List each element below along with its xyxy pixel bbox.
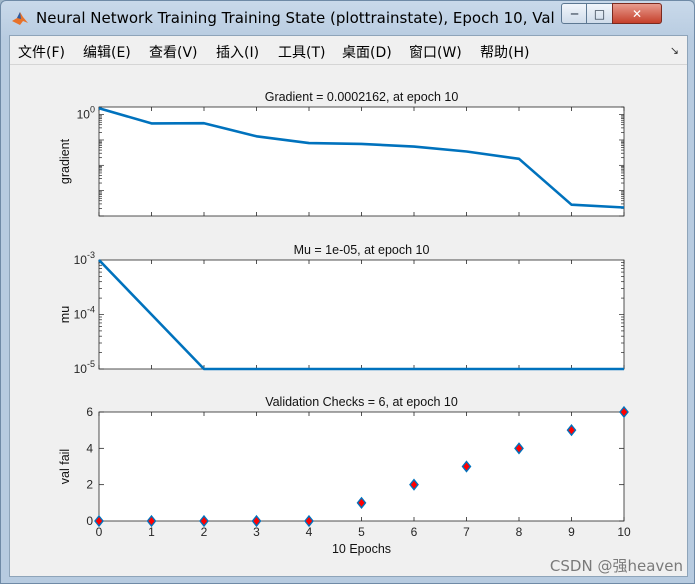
plot-area: 100 Gradient = 0.0002162, at epoch 10 grad…	[10, 66, 687, 576]
close-button[interactable]: ✕	[612, 3, 662, 24]
series-line	[98, 259, 624, 371]
chart-title: Gradient = 0.0002162, at epoch 10	[265, 90, 459, 104]
x-tick-label: 10	[617, 525, 631, 539]
x-tick-label: 1	[148, 525, 155, 539]
menu-window[interactable]: 窗口(W)	[409, 45, 462, 61]
y-axis-label: gradient	[58, 138, 72, 184]
x-tick-label: 4	[306, 525, 313, 539]
data-point	[94, 514, 104, 528]
watermark: CSDN @强heaven	[549, 557, 683, 575]
x-tick-label: 3	[253, 525, 260, 539]
data-point	[356, 496, 367, 509]
x-tick-label: 6	[411, 525, 418, 539]
menu-bar: 文件(F) 编辑(E) 查看(V) 插入(I) 工具(T) 桌面(D) 窗口(W…	[10, 36, 687, 65]
x-tick-label: 2	[201, 525, 208, 539]
minimize-button[interactable]: ─	[561, 3, 588, 24]
x-tick-label: 5	[358, 525, 365, 539]
menu-desktop[interactable]: 桌面(D)	[342, 45, 392, 61]
chart-panel-2: 0 1 2 3 4 5 6 7 8 9 10 0 2 4 6 Validation Checks = 6, a…	[58, 395, 631, 556]
data-point	[199, 514, 209, 528]
menu-edit[interactable]: 编辑(E)	[83, 45, 131, 61]
title-bar[interactable]: Neural Network Training Training State (…	[1, 1, 694, 35]
menu-tools[interactable]: 工具(T)	[278, 45, 326, 61]
matlab-icon	[12, 12, 28, 25]
chart-title: Validation Checks = 6, at epoch 10	[265, 395, 458, 409]
window-title: Neural Network Training Training State (…	[36, 9, 556, 27]
x-tick-label: 9	[568, 525, 575, 539]
x-tick-label: 8	[516, 525, 523, 539]
maximize-button[interactable]: □	[586, 3, 613, 24]
menu-insert[interactable]: 插入(I)	[216, 45, 260, 61]
menu-help[interactable]: 帮助(H)	[480, 45, 530, 61]
x-axis-label: 10 Epochs	[332, 542, 391, 556]
y-tick-label: 4	[86, 441, 93, 455]
menu-view[interactable]: 查看(V)	[149, 45, 198, 61]
series-line	[98, 106, 625, 209]
dock-arrow-icon[interactable]: ↘	[669, 44, 679, 57]
axes-box	[98, 259, 625, 370]
menu-file[interactable]: 文件(F)	[18, 45, 65, 61]
data-point	[566, 424, 577, 437]
y-axis-label: mu	[58, 306, 72, 323]
axes-box	[98, 106, 625, 217]
x-tick-label: 7	[463, 525, 470, 539]
y-axis-label: val fail	[58, 449, 72, 484]
data-point	[409, 478, 419, 491]
chart-panel-0: 100 Gradient = 0.0002162, at epoch 10 grad…	[58, 90, 625, 217]
y-tick-label: 10-3	[74, 250, 95, 267]
data-point	[461, 460, 472, 473]
chart-title: Mu = 1e-05, at epoch 10	[294, 243, 430, 257]
data-point	[619, 405, 629, 419]
y-tick-label: 100	[77, 105, 95, 122]
data-point	[514, 442, 524, 455]
y-tick-label: 2	[86, 478, 93, 492]
figure-client-area: 文件(F) 编辑(E) 查看(V) 插入(I) 工具(T) 桌面(D) 窗口(W…	[9, 35, 688, 577]
x-tick-label: 0	[96, 525, 103, 539]
data-point	[251, 514, 262, 528]
y-tick-label: 10-4	[74, 305, 95, 322]
data-point	[146, 514, 157, 528]
y-tick-label: 6	[86, 405, 93, 419]
y-tick-label: 0	[86, 514, 93, 528]
data-point	[304, 514, 314, 528]
chart-panel-1: 10-3 10-4 10-5 Mu = 1e-05, at epoch 10 mu	[58, 243, 625, 376]
y-tick-label: 10-5	[74, 359, 95, 376]
